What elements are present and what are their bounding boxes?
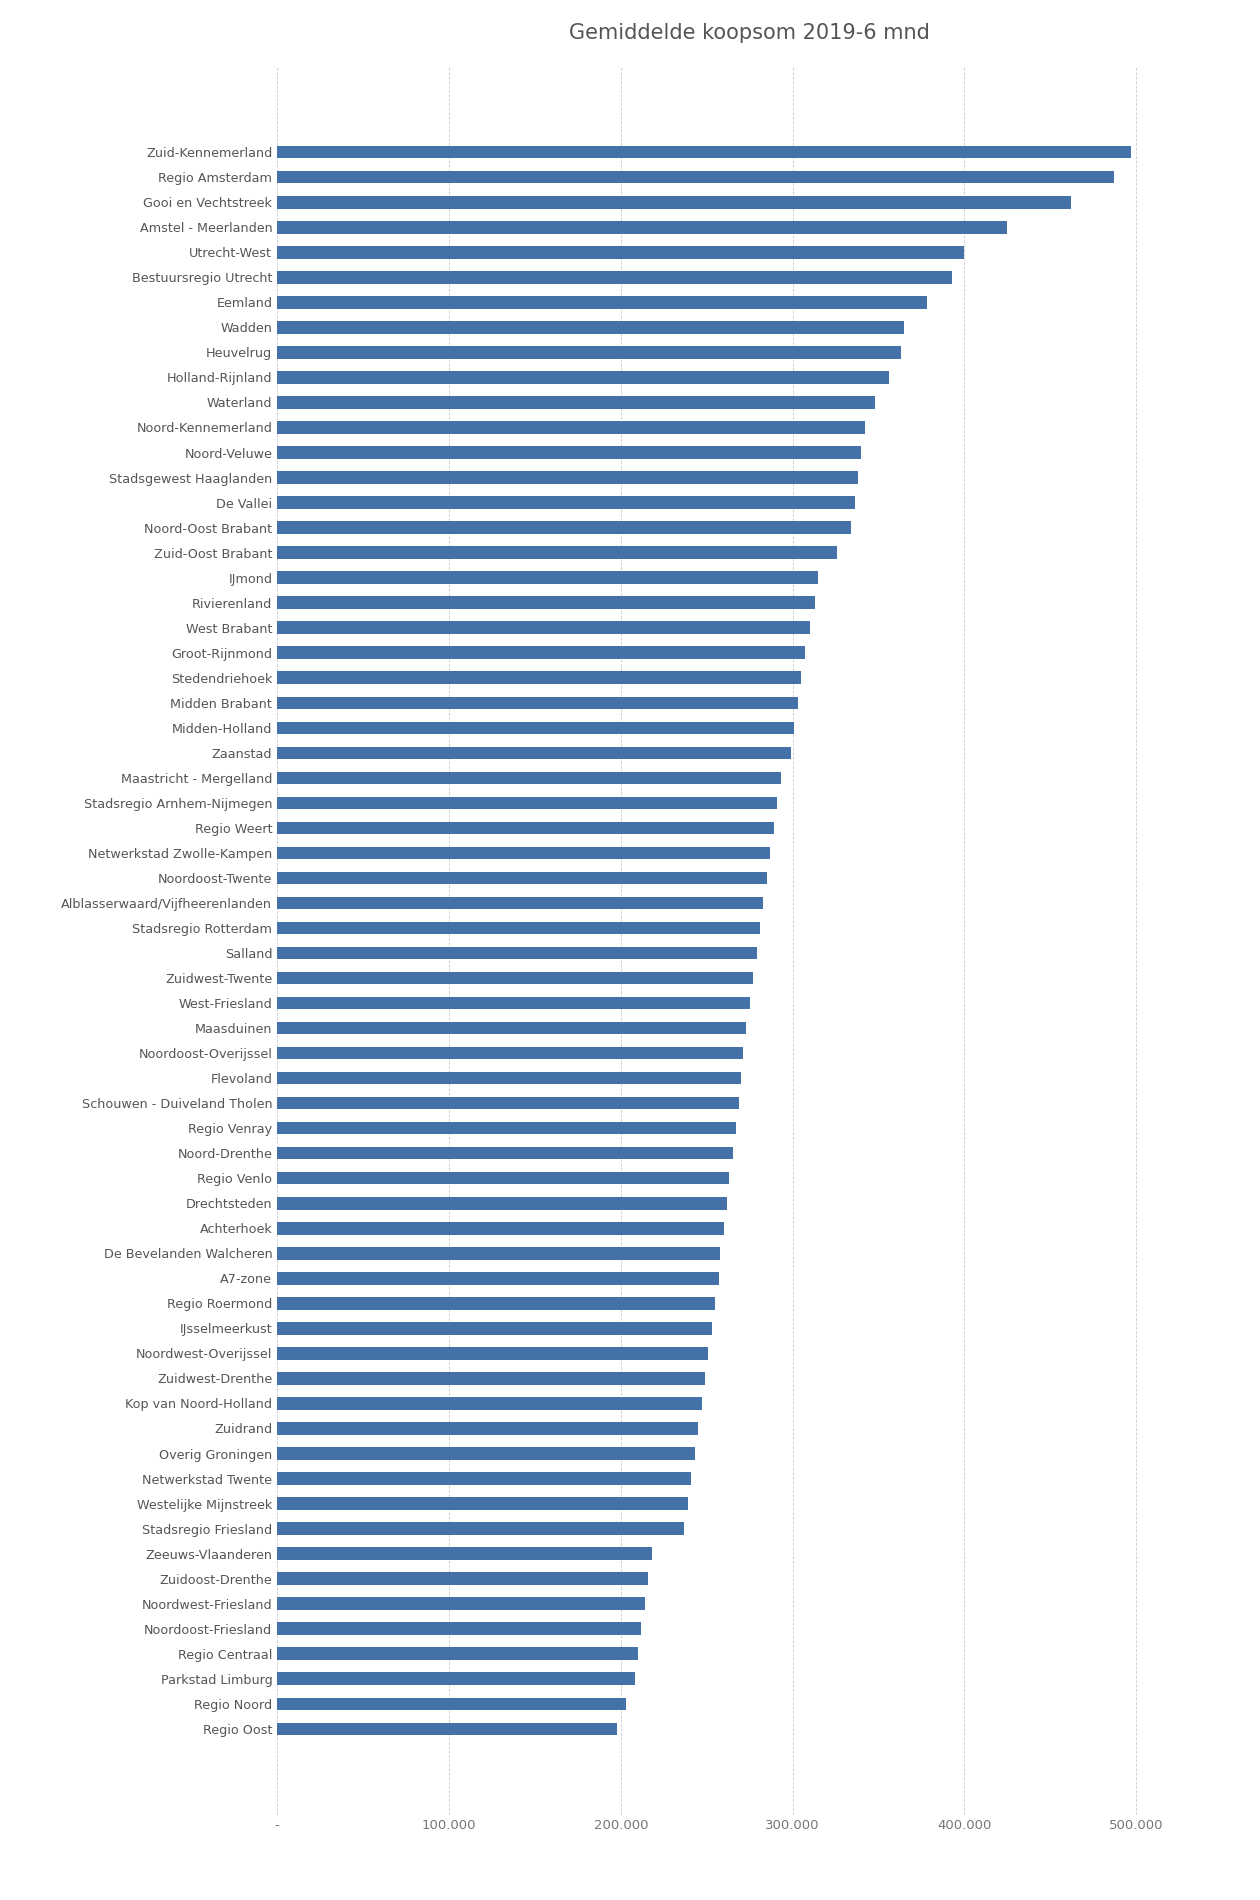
Bar (277, 247, 964, 258)
Bar (277, 296, 926, 308)
Bar (277, 872, 767, 884)
Bar (277, 1322, 712, 1334)
Bar (277, 1298, 716, 1309)
Bar (277, 1148, 732, 1159)
Bar (277, 1647, 638, 1661)
Bar (277, 272, 953, 283)
Bar (277, 1472, 692, 1484)
Bar (277, 1423, 698, 1434)
Bar (277, 521, 850, 534)
Bar (277, 1072, 741, 1085)
Bar (277, 922, 760, 935)
Bar (277, 621, 810, 635)
Bar (277, 821, 774, 834)
Bar (277, 998, 750, 1009)
Bar (277, 1497, 688, 1510)
Bar (277, 771, 781, 785)
Bar (277, 897, 764, 910)
Bar (277, 547, 838, 559)
Bar (277, 1246, 721, 1260)
Bar (277, 1573, 649, 1585)
Bar (277, 572, 819, 583)
Bar (277, 946, 756, 960)
Bar (277, 1222, 724, 1235)
Bar (277, 1598, 645, 1609)
Bar (277, 747, 791, 760)
Bar (277, 1672, 635, 1685)
Bar (277, 1273, 718, 1284)
Bar (277, 370, 888, 384)
Bar (277, 1347, 708, 1360)
Bar (277, 1197, 727, 1210)
Bar (277, 1121, 736, 1134)
Bar (277, 146, 1131, 158)
Bar (277, 671, 801, 684)
Bar (277, 471, 858, 484)
Bar (277, 422, 864, 433)
Bar (277, 1623, 641, 1634)
Bar (277, 446, 862, 458)
Bar (277, 496, 854, 509)
Bar (277, 346, 901, 359)
Bar (277, 321, 905, 334)
Bar (277, 1697, 626, 1710)
Bar (277, 220, 1008, 234)
Bar (277, 1547, 651, 1560)
Bar (277, 697, 798, 709)
Bar (277, 1522, 684, 1535)
Bar (277, 597, 815, 608)
Bar (277, 1172, 730, 1184)
Bar (277, 196, 1071, 209)
Bar (277, 722, 794, 733)
Bar (277, 796, 777, 809)
Bar (277, 1022, 746, 1034)
Bar (277, 1396, 702, 1410)
Bar (277, 971, 753, 984)
Title: Gemiddelde koopsom 2019-6 mnd: Gemiddelde koopsom 2019-6 mnd (570, 23, 930, 42)
Bar (277, 397, 876, 408)
Bar (277, 646, 805, 659)
Bar (277, 1448, 694, 1459)
Bar (277, 1047, 743, 1060)
Bar (277, 1372, 706, 1385)
Bar (277, 847, 770, 859)
Bar (277, 1723, 617, 1735)
Bar (277, 1096, 740, 1110)
Bar (277, 171, 1114, 184)
